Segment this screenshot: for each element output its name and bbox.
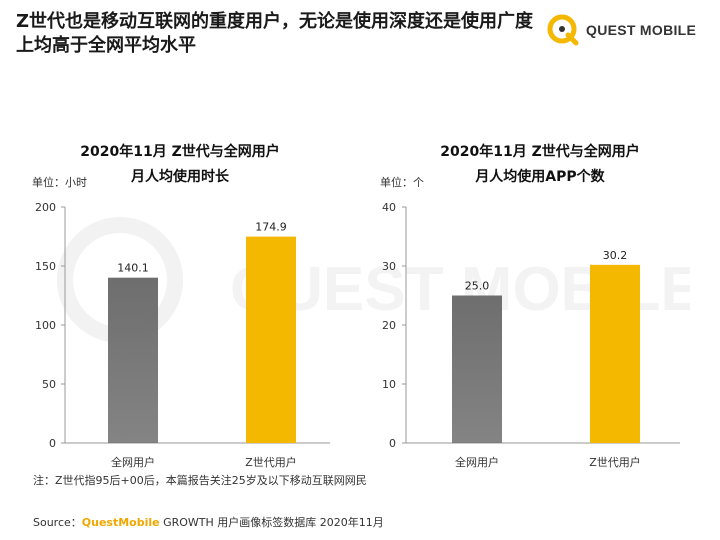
source-rest: GROWTH 用户画像标签数据库 2020年11月 — [159, 516, 384, 529]
bar-gen-z — [246, 236, 296, 443]
chart2-plot: 0 10 20 30 40 25.0 全网用户 30.2 Z世代用户 — [382, 201, 680, 469]
x-tick-label: 全网用户 — [111, 455, 155, 469]
x-tick-label: 全网用户 — [455, 455, 499, 469]
brand-logo: QUEST MOBILE — [546, 12, 696, 48]
y-tick-label: 10 — [382, 378, 396, 391]
quest-mobile-logo-icon — [547, 14, 579, 46]
data-label: 25.0 — [465, 280, 490, 293]
chart1-title-line2: 月人均使用时长 — [131, 169, 229, 185]
x-tick-label: Z世代用户 — [245, 455, 297, 469]
y-tick-label: 0 — [389, 437, 396, 450]
data-label: 30.2 — [603, 249, 628, 262]
footnote: 注：Z世代指95后+00后，本篇报告关注25岁及以下移动互联网网民 — [33, 474, 367, 487]
y-tick-label: 200 — [35, 201, 56, 214]
page-title: Z世代也是移动互联网的重度用户，无论是使用深度还是使用广度上均高于全网平均水平 — [16, 11, 534, 56]
chart2-unit-label: 单位：个 — [380, 176, 424, 189]
chart1-unit-label: 单位：小时 — [32, 176, 87, 189]
source-brand: QuestMobile — [81, 516, 160, 529]
bar-all-users — [108, 277, 158, 443]
y-tick-label: 0 — [49, 437, 56, 450]
y-tick-label: 150 — [35, 260, 56, 273]
source-line: Source：QuestMobile GROWTH 用户画像标签数据库 2020… — [33, 514, 384, 530]
y-tick-label: 30 — [382, 260, 396, 273]
chart1-plot: 0 50 100 150 200 140.1 全网用户 174.9 Z世代用户 — [35, 201, 330, 469]
chart2-title-line2: 月人均使用APP个数 — [475, 169, 605, 185]
bar-gen-z — [590, 264, 640, 443]
bar-all-users — [452, 295, 502, 443]
chart2-title-line1: 2020年11月 Z世代与全网用户 — [440, 144, 640, 160]
source-prefix: Source： — [33, 516, 82, 529]
x-tick-label: Z世代用户 — [589, 455, 641, 469]
chart1-title-line1: 2020年11月 Z世代与全网用户 — [80, 144, 280, 160]
data-label: 174.9 — [255, 221, 287, 234]
brand-name: QUEST MOBILE — [586, 22, 697, 38]
y-tick-label: 20 — [382, 319, 396, 332]
y-tick-label: 40 — [382, 201, 396, 214]
y-tick-label: 100 — [35, 319, 56, 332]
data-label: 140.1 — [117, 262, 149, 275]
y-tick-label: 50 — [42, 378, 56, 391]
